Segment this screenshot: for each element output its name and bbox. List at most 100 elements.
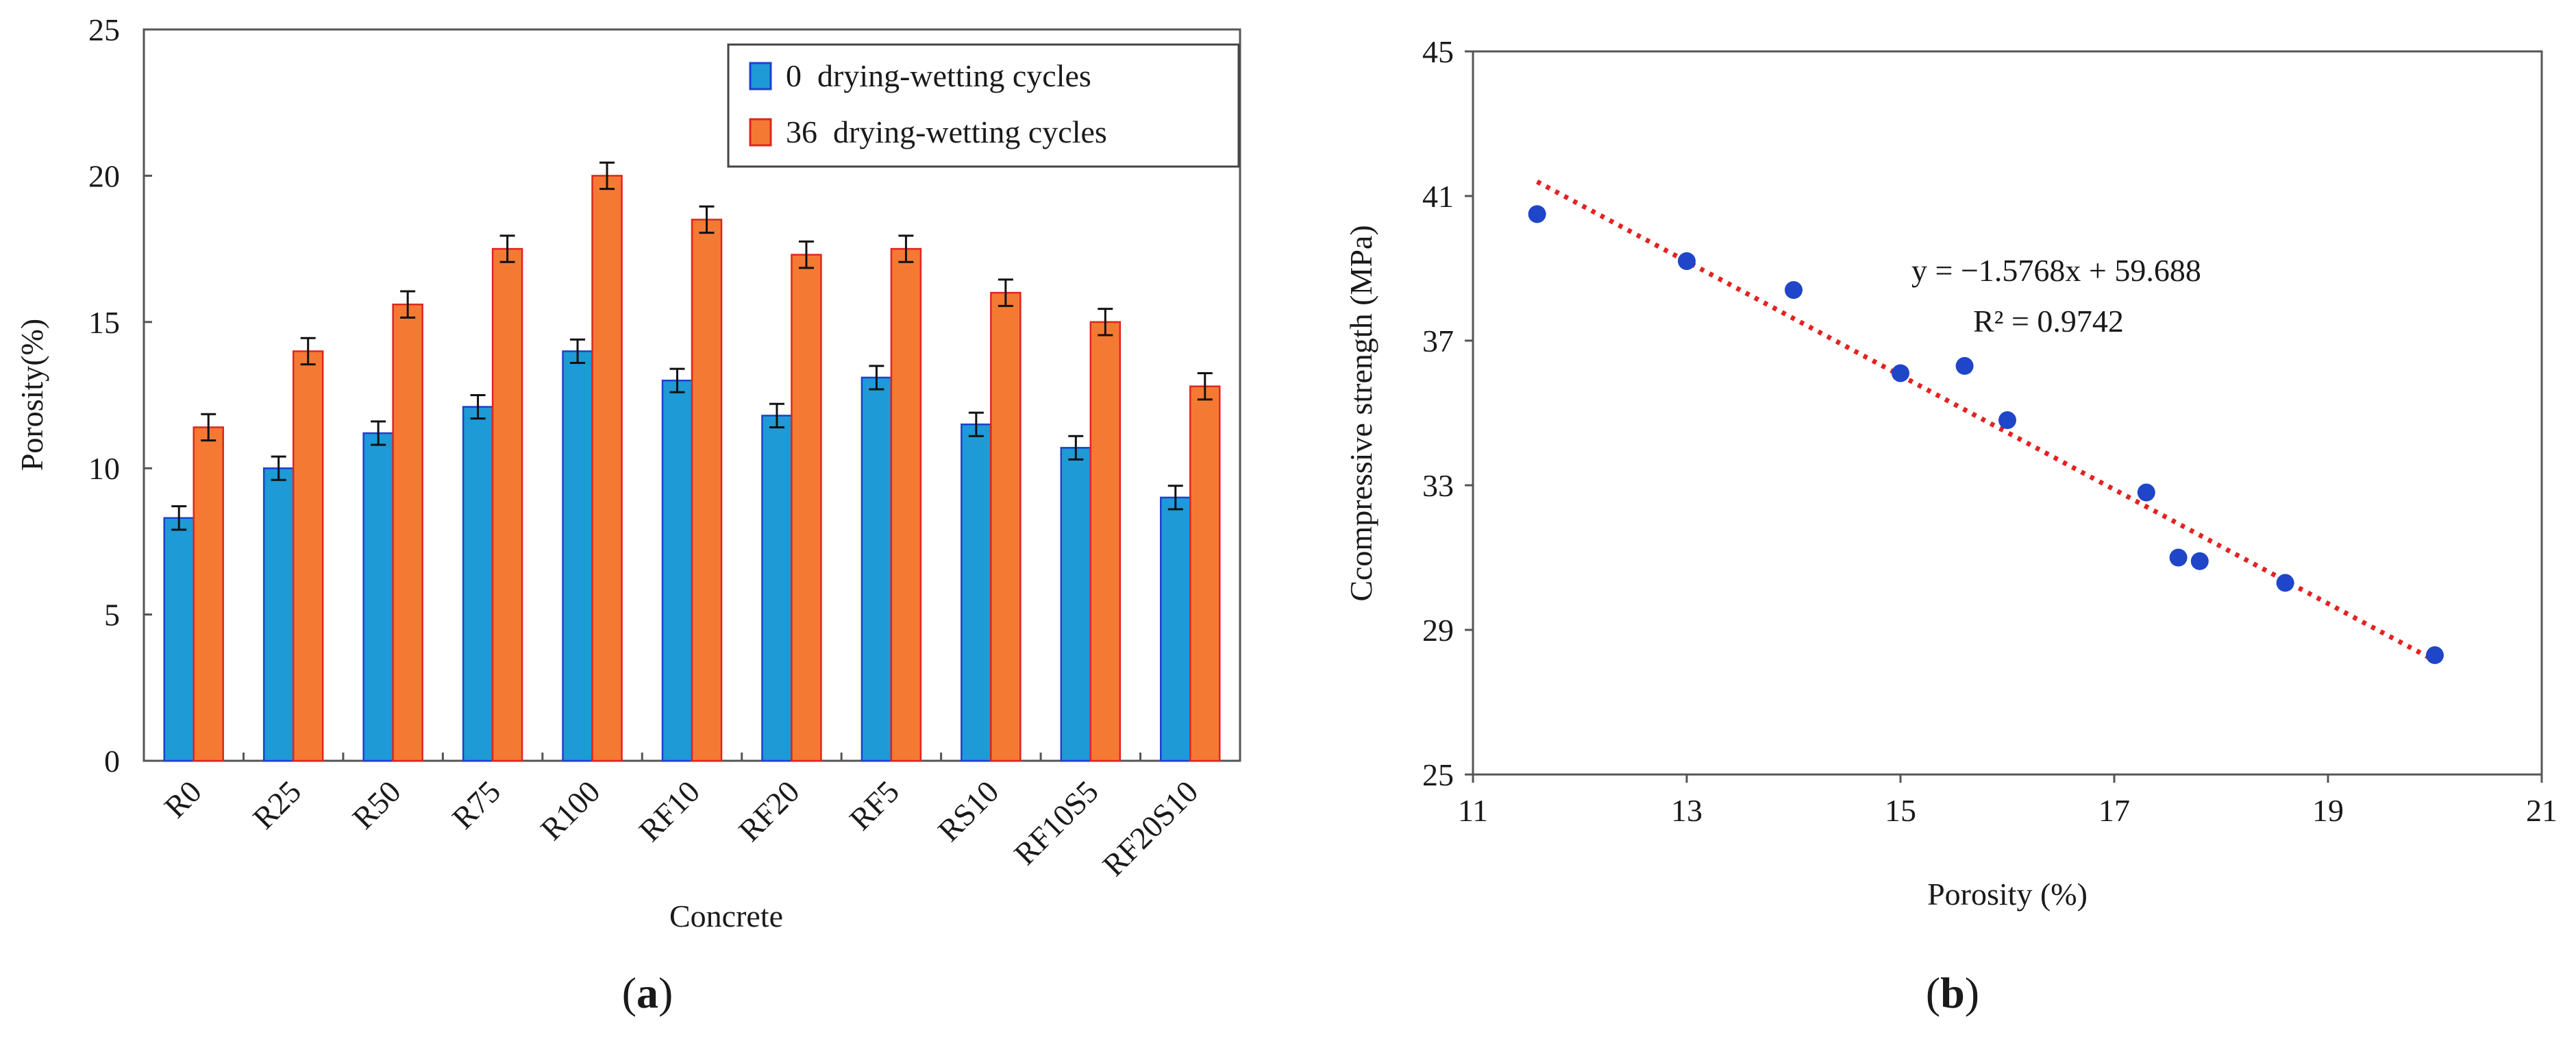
x-axis-label: Porosity (%)	[1927, 877, 2088, 912]
y-axis: 25 29 33 37 41 45	[1422, 34, 1473, 792]
scatter-points	[1528, 205, 2444, 664]
x-tick-label: RF20	[732, 774, 806, 848]
bar-0-cycles	[163, 517, 195, 762]
x-tick-label: 21	[2526, 793, 2558, 828]
bar-0-cycles	[961, 423, 992, 762]
data-point	[1678, 252, 1696, 270]
y-axis-label: Porosity(%)	[14, 319, 49, 471]
panel-label-a-letter: a	[636, 968, 658, 1017]
bar-36-cycles	[791, 254, 822, 762]
panel-label-b-letter: b	[1940, 968, 1965, 1017]
error-bar	[499, 234, 515, 263]
plot-frame	[1472, 50, 2543, 776]
x-tick-label: 19	[2312, 793, 2344, 828]
legend-box	[727, 43, 1240, 168]
error-bar	[201, 413, 216, 442]
error-bar	[968, 411, 984, 437]
bar-36-cycles	[491, 247, 523, 762]
panel-label-a: (a)	[622, 968, 673, 1017]
error-bar	[1068, 435, 1084, 461]
panel-label-b: (b)	[1926, 968, 1979, 1017]
bar-36-cycles	[292, 350, 324, 762]
y-axis: 0 5 10 15 20 25	[88, 12, 152, 779]
error-bar	[271, 455, 286, 481]
y-tick-label: 37	[1422, 324, 1454, 358]
x-axis: R0 R25 R50 R75 R100 RF10 RF20 RF5 RS10 RF10S5RF20…	[158, 753, 1204, 883]
y-tick-label: 0	[104, 744, 120, 779]
data-point	[1785, 281, 1803, 300]
x-tick-label: RS10	[931, 774, 1005, 848]
y-tick-label: 41	[1422, 179, 1454, 214]
y-tick-label: 25	[1422, 757, 1454, 792]
x-tick-label: 11	[1458, 793, 1488, 828]
y-tick-label: 33	[1422, 468, 1454, 503]
error-bar	[1098, 308, 1113, 337]
data-point	[1892, 364, 1909, 382]
bar-0-cycles	[562, 350, 593, 762]
error-bar	[570, 338, 586, 365]
error-bar	[769, 402, 784, 428]
legend-swatch-0-cycles	[749, 62, 772, 90]
error-bar	[300, 337, 316, 366]
legend-label-0-cycles: 0 drying-wetting cycles	[786, 58, 1091, 93]
error-bar	[1167, 485, 1183, 511]
error-bar	[669, 367, 685, 393]
data-point	[1998, 411, 2016, 430]
y-tick-label: 15	[88, 305, 120, 340]
legend: 0 drying-wetting cycles 36 drying-wettin…	[727, 43, 1240, 168]
x-tick-label: RF10	[632, 774, 706, 848]
bar-36-cycles	[1089, 321, 1122, 762]
error-bar	[400, 290, 416, 319]
bar-0-cycles	[661, 379, 693, 762]
error-bar	[470, 394, 486, 420]
bar-0-cycles	[462, 406, 494, 762]
bar-36-cycles	[1189, 385, 1221, 762]
trendline-r-squared: R² = 0.9742	[1973, 304, 2124, 339]
bar-0-cycles	[860, 376, 893, 762]
error-bar	[798, 240, 814, 269]
y-tick-label: 45	[1422, 34, 1454, 69]
x-tick-label: 17	[2098, 793, 2130, 828]
bar-0-cycles	[362, 432, 394, 762]
y-axis-label: Ccompressive strength (MPa)	[1343, 225, 1378, 601]
legend-swatch-36-cycles	[749, 118, 772, 147]
bar-0-cycles	[761, 415, 793, 762]
data-point	[1955, 356, 1974, 375]
data-point	[2137, 483, 2155, 502]
error-bar	[869, 365, 884, 391]
bar-36-cycles	[691, 219, 723, 762]
data-point	[1528, 205, 1546, 223]
trendline-equation: y = −1.5768x + 59.688	[1911, 253, 2201, 288]
data-point	[2276, 574, 2294, 592]
data-point	[2426, 646, 2444, 664]
x-axis: 11 13 15 17 19 21	[1458, 774, 2558, 828]
error-bar	[998, 278, 1013, 307]
x-axis-label: Concrete	[669, 899, 783, 934]
scatter-chart-panel: 25 29 33 37 41 45 11 13 15 17 19 21 y = −1.5768x +…	[1343, 34, 2558, 1017]
legend-label-36-cycles: 36 drying-wetting cycles	[786, 114, 1107, 149]
x-tick-label: R75	[445, 774, 507, 835]
y-tick-label: 20	[88, 158, 120, 193]
bar-0-cycles	[1160, 496, 1191, 762]
bar-series	[163, 175, 1221, 762]
bar-0-cycles	[1060, 447, 1092, 762]
bar-36-cycles	[990, 291, 1021, 762]
bar-36-cycles	[591, 175, 623, 762]
data-point	[2169, 548, 2188, 567]
x-tick-label: 15	[1885, 793, 1916, 828]
error-bar	[898, 234, 914, 263]
bar-0-cycles	[262, 467, 295, 762]
data-point	[2190, 552, 2209, 570]
error-bar	[699, 205, 715, 234]
error-bar	[171, 505, 187, 531]
y-tick-label: 5	[104, 598, 120, 633]
y-tick-label: 10	[88, 451, 120, 486]
x-tick-label: R50	[345, 774, 407, 835]
error-bar	[599, 161, 615, 191]
bar-36-cycles	[392, 303, 423, 762]
error-bars	[171, 161, 1213, 531]
error-bar	[371, 420, 386, 446]
x-tick-label: R0	[158, 774, 208, 825]
bar-36-cycles	[193, 426, 224, 762]
